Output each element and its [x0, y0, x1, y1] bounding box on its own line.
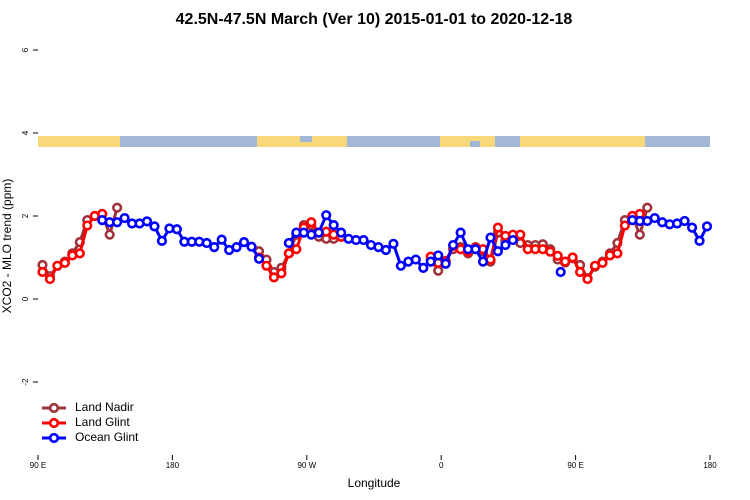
point [261, 260, 272, 271]
point [321, 210, 332, 221]
point [216, 234, 227, 245]
point [231, 242, 242, 253]
y-tick-label: -2 [21, 378, 30, 386]
point [567, 252, 578, 263]
point [291, 244, 302, 255]
point [612, 248, 623, 259]
x-tick-label: 90 E [567, 461, 583, 470]
point [112, 217, 123, 228]
point [149, 221, 160, 232]
point [112, 202, 123, 213]
point [642, 202, 653, 213]
point [418, 262, 429, 273]
point [306, 217, 317, 228]
point [500, 239, 511, 251]
point [74, 248, 85, 259]
point [448, 239, 459, 251]
point [507, 234, 518, 246]
legend-marker [48, 417, 60, 429]
point [485, 232, 496, 243]
point [634, 229, 645, 240]
point [395, 260, 406, 271]
point [37, 266, 48, 278]
series-line [41, 207, 649, 282]
point [283, 237, 294, 249]
point [104, 229, 115, 240]
point [171, 224, 182, 235]
point [328, 220, 339, 231]
point [44, 273, 56, 285]
point [433, 250, 444, 261]
point [425, 256, 436, 267]
point [555, 266, 566, 278]
point [156, 235, 168, 246]
x-tick-label: 180 [166, 461, 180, 470]
point [380, 244, 392, 256]
y-tick-label: 6 [21, 47, 30, 52]
legend-label: Land Nadir [75, 400, 134, 414]
x-tick-label: 90 E [30, 461, 46, 470]
x-axis-label: Longitude [348, 476, 401, 490]
point [253, 253, 265, 264]
point [552, 250, 563, 261]
point [679, 215, 690, 227]
chart-title: 42.5N-47.5N March (Ver 10) 2015-01-01 to… [176, 11, 573, 28]
point [336, 227, 347, 238]
y-tick-label: 4 [21, 130, 30, 135]
legend-label: Land Glint [75, 415, 130, 429]
point [455, 227, 466, 238]
legend-marker [48, 402, 60, 414]
point [515, 229, 526, 240]
point [694, 235, 705, 246]
point [470, 244, 481, 255]
point [433, 265, 444, 276]
point [119, 212, 130, 224]
legend-label: Ocean Glint [75, 430, 139, 444]
point [209, 242, 220, 253]
point [597, 257, 608, 268]
x-tick-label: 90 W [297, 461, 316, 470]
point [141, 216, 153, 227]
point [388, 238, 399, 249]
y-axis-label: XCO2 - MLO trend (ppm) [0, 179, 14, 314]
y-tick-label: 0 [21, 296, 30, 301]
point [545, 246, 556, 257]
point [582, 273, 593, 285]
point [283, 248, 294, 259]
point [276, 268, 287, 279]
x-tick-label: 0 [439, 461, 444, 470]
point [313, 227, 324, 238]
point [238, 237, 250, 248]
point [701, 221, 713, 232]
x-tick-label: 180 [703, 461, 717, 470]
point [246, 241, 257, 252]
point [574, 266, 586, 278]
point [686, 222, 698, 233]
point [59, 257, 70, 268]
point [492, 246, 504, 257]
point [619, 220, 630, 231]
point [649, 212, 660, 224]
point [410, 254, 421, 265]
point [560, 256, 571, 267]
legend-marker [48, 432, 60, 444]
y-tick-label: 2 [21, 213, 30, 218]
point [440, 258, 451, 269]
point [358, 234, 369, 246]
point [492, 222, 504, 233]
land-mask-band [38, 136, 710, 147]
point [82, 220, 93, 231]
point [201, 237, 212, 249]
point [477, 256, 489, 267]
point [268, 272, 280, 283]
